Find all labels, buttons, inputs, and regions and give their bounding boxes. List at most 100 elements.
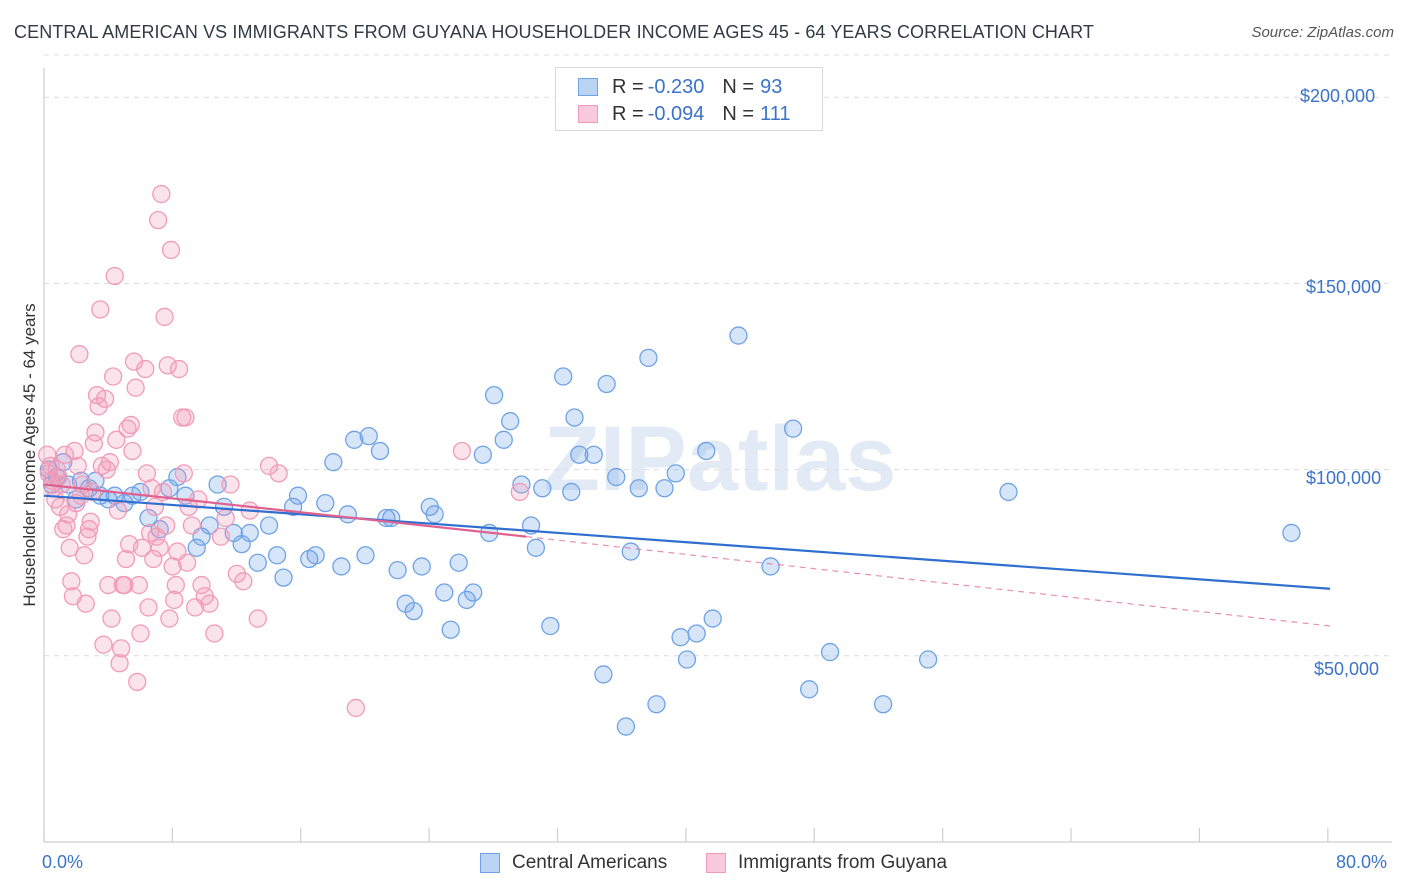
- data-point: [565, 408, 584, 427]
- data-point: [382, 508, 401, 528]
- data-point: [174, 464, 194, 483]
- data-point: [152, 184, 171, 204]
- data-point: [112, 639, 131, 658]
- legend-swatch-pink: [578, 105, 598, 123]
- data-point: [533, 479, 552, 498]
- correlation-legend: R = -0.230 N = 93 R = -0.094 N = 111: [555, 67, 823, 131]
- data-point: [155, 307, 174, 327]
- data-point: [259, 456, 279, 476]
- watermark: ZIPatlas: [544, 408, 897, 510]
- legend-n-value: 93: [760, 75, 783, 98]
- data-point: [541, 616, 560, 636]
- data-point: [338, 505, 357, 524]
- data-point: [52, 475, 71, 494]
- data-point: [621, 542, 640, 561]
- trend-line-guyana-extension: [526, 536, 1331, 627]
- data-point: [288, 486, 308, 505]
- data-point: [205, 624, 224, 643]
- data-point: [110, 654, 129, 673]
- y-tick-label-200000: $200,000: [1300, 86, 1376, 106]
- x-tick-label-max: 80.0%: [1336, 852, 1388, 872]
- legend-r-label: R =: [612, 102, 644, 125]
- data-point: [126, 378, 145, 397]
- legend-row-central-americans: R = -0.230 N = 93: [578, 75, 782, 99]
- data-point: [404, 601, 423, 621]
- trend-line-central-americans: [43, 494, 1331, 590]
- data-point: [359, 426, 378, 446]
- legend-swatch-blue: [578, 78, 598, 96]
- data-point: [594, 665, 613, 684]
- data-point: [873, 695, 893, 714]
- grid-lines: [44, 54, 1392, 657]
- legend-n-label: N =: [722, 75, 755, 98]
- series-central-americans: [39, 326, 1301, 736]
- data-point: [449, 553, 468, 572]
- data-point: [526, 538, 546, 557]
- data-point: [346, 698, 366, 718]
- legend-n-value: 111: [760, 102, 791, 125]
- x-tick-label-min: 0.0%: [42, 852, 84, 872]
- data-point: [227, 564, 247, 584]
- data-point: [457, 590, 476, 610]
- data-point: [221, 475, 240, 494]
- data-point: [60, 538, 79, 557]
- data-point: [554, 367, 573, 386]
- data-point: [216, 508, 235, 528]
- data-point: [316, 493, 335, 513]
- data-point: [259, 516, 279, 535]
- y-tick-label-150000: $150,000: [1306, 277, 1382, 297]
- data-point: [144, 549, 163, 569]
- data-point: [192, 575, 211, 595]
- legend-r-label: R =: [612, 75, 644, 98]
- data-point: [655, 479, 674, 498]
- data-point: [687, 624, 706, 643]
- data-point: [666, 464, 685, 483]
- data-point: [370, 441, 390, 461]
- bottom-legend-guyana[interactable]: Immigrants from Guyana: [706, 852, 947, 874]
- data-point: [616, 717, 636, 736]
- trend-line-guyana: [43, 483, 527, 538]
- source-label: Source: ZipAtlas.com: [1251, 24, 1394, 41]
- data-point: [139, 508, 158, 528]
- bottom-legend-central-americans[interactable]: Central Americans: [480, 852, 667, 874]
- data-point: [169, 359, 189, 379]
- data-point: [452, 441, 472, 461]
- data-point: [208, 475, 227, 494]
- data-point: [388, 561, 407, 580]
- data-point: [70, 345, 89, 364]
- data-point: [115, 575, 134, 595]
- bottom-legend-label: Central Americans: [512, 852, 668, 873]
- data-point: [160, 609, 179, 628]
- data-point: [464, 583, 483, 602]
- data-point: [570, 445, 589, 464]
- data-point: [177, 553, 197, 572]
- data-point: [703, 609, 722, 628]
- legend-swatch-pink: [706, 853, 726, 873]
- data-point: [131, 624, 150, 643]
- data-point: [306, 546, 325, 565]
- legend-row-guyana: R = -0.094 N = 111: [578, 102, 791, 126]
- data-point: [157, 516, 176, 535]
- data-point: [918, 650, 938, 669]
- data-point: [324, 453, 343, 472]
- data-point: [100, 453, 120, 472]
- data-point: [103, 367, 123, 386]
- data-point: [166, 575, 185, 595]
- data-point: [647, 695, 666, 714]
- data-point: [148, 210, 168, 230]
- data-point: [501, 412, 520, 431]
- data-point: [629, 479, 648, 498]
- data-point: [473, 445, 492, 464]
- data-point: [91, 300, 110, 319]
- data-point: [597, 374, 616, 394]
- legend-swatch-blue: [480, 853, 500, 873]
- data-point: [607, 467, 626, 487]
- data-point: [269, 464, 288, 483]
- data-point: [176, 408, 195, 427]
- data-point: [200, 594, 219, 613]
- data-point: [116, 549, 136, 569]
- data-point: [150, 538, 169, 557]
- data-point: [78, 527, 97, 546]
- data-point: [187, 538, 206, 557]
